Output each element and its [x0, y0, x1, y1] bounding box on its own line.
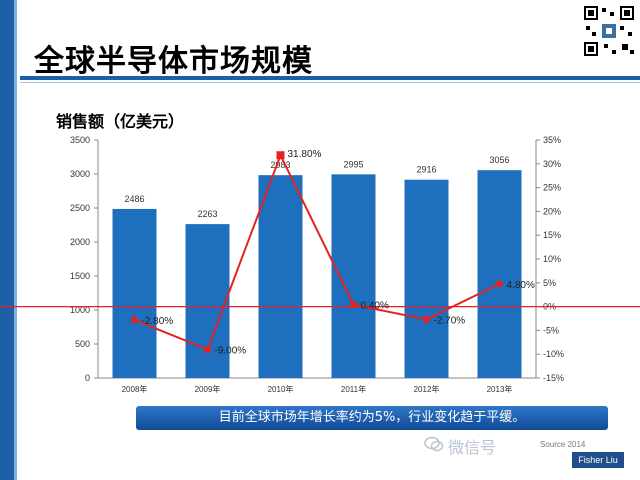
growth-label: -9.00%: [215, 345, 247, 356]
x-tick-label: 2013年: [487, 384, 513, 394]
growth-label: 31.80%: [288, 149, 322, 160]
x-tick-label: 2011年: [341, 384, 366, 394]
qr-code-icon: [582, 4, 636, 58]
title-underline: [20, 76, 640, 80]
growth-rate-line: [134, 152, 500, 351]
chart-subtitle: 销售额（亿美元）: [56, 112, 185, 131]
y2-tick-label: 10%: [543, 254, 561, 264]
bar-value-label: 2263: [197, 209, 217, 219]
x-tick-label: 2008年: [122, 384, 148, 394]
growth-label: -2.70%: [434, 315, 466, 326]
y-tick-label: 0: [85, 373, 90, 383]
bar: [404, 179, 449, 378]
bar-value-label: 2486: [124, 194, 144, 204]
y2-tick-label: 15%: [543, 230, 561, 240]
x-tick-label: 2010年: [268, 384, 294, 394]
y-tick-label: 3500: [70, 135, 90, 145]
y-tick-label: 2500: [70, 203, 90, 213]
bar: [331, 174, 376, 378]
growth-label: -2.80%: [142, 316, 174, 327]
y-tick-label: 2000: [70, 237, 90, 247]
bar-value-label: 2983: [270, 160, 290, 170]
y2-tick-label: 25%: [543, 183, 561, 193]
x-tick-label: 2009年: [195, 384, 221, 394]
y2-tick-label: 35%: [543, 135, 561, 145]
bar-value-label: 3056: [489, 155, 509, 165]
growth-point: [204, 345, 211, 353]
y2-tick-label: -15%: [543, 373, 564, 383]
y2-tick-label: 5%: [543, 278, 556, 288]
left-accent-bar: [0, 0, 14, 480]
y-tick-label: 1500: [70, 271, 90, 281]
bar: [477, 170, 522, 378]
summary-banner: 目前全球市场年增长率约为5%，行业变化趋于平缓。: [136, 406, 608, 430]
growth-point: [423, 315, 430, 323]
growth-point: [131, 316, 138, 324]
y-tick-label: 500: [75, 339, 90, 349]
y-tick-label: 1000: [70, 305, 90, 315]
y2-tick-label: -10%: [543, 349, 564, 359]
title-underline-thin: [20, 82, 640, 83]
y2-tick-label: -5%: [543, 325, 559, 335]
y-tick-label: 3000: [70, 169, 90, 179]
growth-point: [496, 280, 503, 288]
x-tick-label: 2012年: [414, 384, 440, 394]
y2-tick-label: 30%: [543, 159, 561, 169]
bar-value-label: 2995: [343, 159, 363, 169]
bar: [112, 208, 157, 378]
watermark: 微信号: [448, 438, 497, 457]
growth-point: [276, 151, 285, 160]
growth-point: [350, 301, 357, 309]
growth-label: 0.40%: [361, 301, 389, 312]
left-accent-stripe: [14, 0, 17, 480]
source-credit: Source 2014: [540, 440, 586, 449]
bar-value-label: 2916: [416, 165, 436, 175]
bar: [258, 175, 303, 378]
slide-title: 全球半导体市场规模: [34, 44, 313, 79]
y2-tick-label: 20%: [543, 206, 561, 216]
author-badge: Fisher Liu: [572, 452, 624, 468]
wechat-icon: [424, 436, 444, 452]
growth-label: 4.80%: [507, 280, 535, 291]
